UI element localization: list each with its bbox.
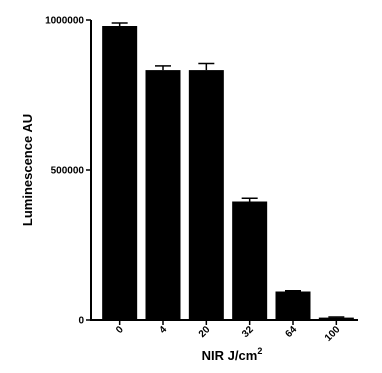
bar-32 bbox=[232, 201, 268, 320]
bar-20 bbox=[188, 70, 224, 320]
x-tick-label-64: 64 bbox=[283, 324, 299, 340]
x-tick-label-20: 20 bbox=[197, 324, 213, 340]
y-tick-label-2: 1000000 bbox=[45, 16, 84, 27]
x-tick-label-0: 0 bbox=[114, 324, 126, 336]
bar-100 bbox=[318, 317, 354, 320]
y-axis-title: Luminescence AU bbox=[20, 114, 35, 226]
plot-area: 0 4 20 32 64 100 0 500000 1000000 bbox=[45, 16, 358, 344]
x-axis-title-superscript: 2 bbox=[257, 346, 262, 356]
x-axis-title: NIR J/cm2 bbox=[202, 346, 263, 363]
x-tick-label-4: 4 bbox=[157, 324, 169, 336]
bar-64 bbox=[275, 291, 311, 320]
x-tick-label-100: 100 bbox=[323, 324, 343, 344]
bar-4 bbox=[145, 70, 181, 320]
y-tick-label-0: 0 bbox=[78, 316, 84, 327]
y-tick-label-1: 500000 bbox=[51, 166, 85, 177]
bar-0 bbox=[102, 26, 138, 320]
x-axis-title-text: NIR J/cm bbox=[202, 348, 258, 363]
x-tick-label-32: 32 bbox=[240, 324, 256, 340]
